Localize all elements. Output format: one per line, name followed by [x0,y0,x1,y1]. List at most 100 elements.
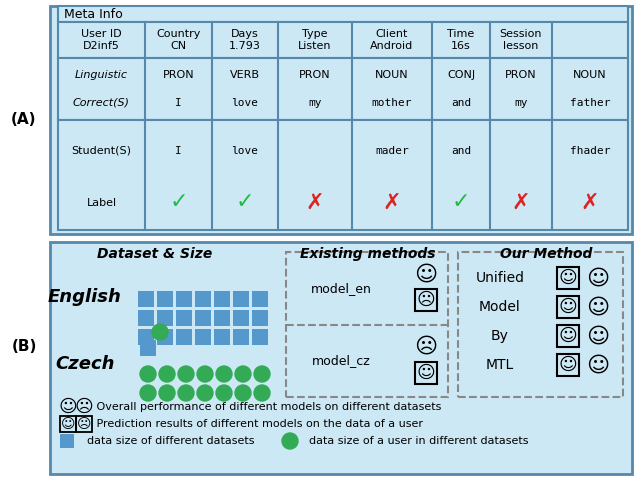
Text: NOUN: NOUN [375,70,409,80]
Text: Type
Listen: Type Listen [298,29,332,51]
Circle shape [178,366,194,382]
Bar [195,329,211,345]
Text: ✓: ✓ [452,192,470,213]
Bar [214,329,230,345]
Circle shape [140,385,156,401]
Bar [157,291,173,307]
Bar [233,291,249,307]
Text: and: and [451,146,471,156]
Text: Days
1.793: Days 1.793 [229,29,261,51]
Text: Correct(S): Correct(S) [73,98,130,107]
Text: PRON: PRON [505,70,537,80]
Text: Prediction results of different models on the data of a user: Prediction results of different models o… [93,419,423,429]
Text: ☺: ☺ [417,364,435,382]
Text: By: By [491,329,509,343]
Bar [157,310,173,326]
Text: mother: mother [372,98,412,107]
Text: NOUN: NOUN [573,70,607,80]
Bar [138,329,154,345]
Text: Existing methods: Existing methods [300,247,436,261]
Text: Unified: Unified [476,271,525,285]
Text: ☺: ☺ [586,297,610,317]
Text: mader: mader [375,146,409,156]
Text: ☺: ☺ [586,355,610,375]
Text: Label: Label [86,198,116,207]
Bar [233,329,249,345]
Bar [557,354,579,376]
Bar [195,291,211,307]
Bar [138,310,154,326]
Bar [58,6,628,22]
Text: ✗: ✗ [383,192,401,213]
Text: Czech: Czech [55,355,115,373]
Bar [140,340,156,356]
Bar [214,291,230,307]
Bar [50,242,632,474]
Text: PRON: PRON [163,70,195,80]
Text: love: love [232,98,259,107]
Bar [252,291,268,307]
Bar [415,362,437,384]
Text: Client
Android: Client Android [371,29,413,51]
Text: ✗: ✗ [306,192,324,213]
Text: ☺: ☺ [559,327,577,345]
Bar [415,289,437,311]
Circle shape [216,385,232,401]
Circle shape [159,366,175,382]
Text: my: my [515,98,528,107]
Circle shape [254,366,270,382]
Text: ☺: ☺ [61,417,76,431]
Bar [76,416,92,432]
Circle shape [197,366,213,382]
Text: data size of a user in different datasets: data size of a user in different dataset… [302,436,529,446]
Text: my: my [308,98,322,107]
Text: ☹: ☹ [77,417,92,431]
Text: PRON: PRON [299,70,331,80]
Text: Model: Model [479,300,521,314]
Text: father: father [570,98,611,107]
Bar [58,120,628,230]
Text: Student(S): Student(S) [72,146,131,156]
Text: (B): (B) [12,339,36,354]
Bar [214,310,230,326]
Text: (A): (A) [12,112,36,128]
Bar [458,252,623,397]
Bar [157,329,173,345]
Bar [176,291,192,307]
Text: ✓: ✓ [169,192,188,213]
Text: ✗: ✗ [580,192,599,213]
Text: ✓: ✓ [236,192,254,213]
Text: fhader: fhader [570,146,611,156]
Text: ☹: ☹ [75,398,93,416]
Text: ☺: ☺ [559,269,577,287]
Text: ☹: ☹ [414,337,438,357]
Text: model_cz: model_cz [312,354,371,367]
Bar [233,310,249,326]
Text: data size of different datasets: data size of different datasets [80,436,255,446]
Text: Linguistic: Linguistic [75,70,128,80]
Text: ☺: ☺ [586,268,610,288]
Bar [557,296,579,318]
Bar [252,329,268,345]
Bar [176,329,192,345]
Circle shape [178,385,194,401]
Bar [252,310,268,326]
Text: Country
CN: Country CN [156,29,201,51]
Bar [557,325,579,347]
Text: Dataset & Size: Dataset & Size [97,247,212,261]
Circle shape [235,385,251,401]
Bar [50,6,632,234]
Bar [286,252,448,397]
Bar [138,291,154,307]
Text: ☺: ☺ [414,264,438,284]
Text: I: I [175,146,182,156]
Text: ☺: ☺ [586,326,610,346]
Text: love: love [232,146,259,156]
Text: ☹: ☹ [417,291,435,309]
Circle shape [235,366,251,382]
Circle shape [282,433,298,449]
Circle shape [159,385,175,401]
Text: CONJ: CONJ [447,70,475,80]
Circle shape [254,385,270,401]
Circle shape [152,324,168,340]
